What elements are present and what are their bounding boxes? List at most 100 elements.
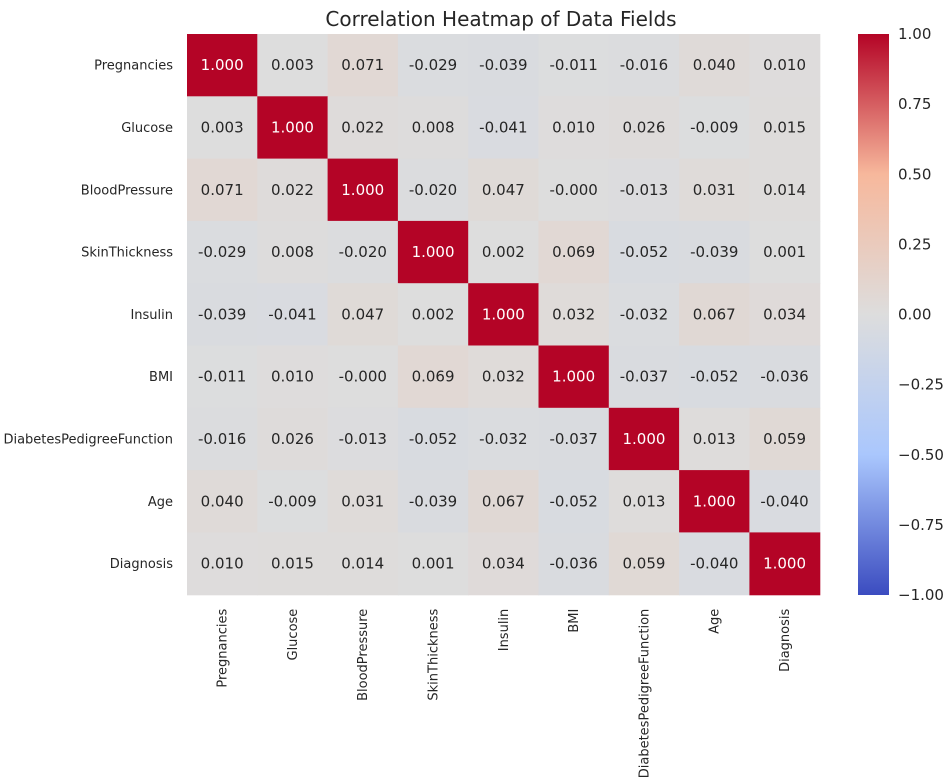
heatmap-cell bbox=[187, 96, 258, 160]
cell-value-label: -0.029 bbox=[409, 56, 457, 74]
colorbar-tick-label: −0.25 bbox=[898, 376, 944, 394]
heatmap-cell bbox=[538, 220, 610, 284]
heatmap-cells: 1.000 0.003 0.071 -0.029 -0.039 -0.011 -0.016 0… bbox=[187, 34, 821, 596]
heatmap-cell bbox=[538, 34, 610, 97]
heatmap-cell bbox=[749, 34, 821, 97]
heatmap-cell bbox=[749, 532, 821, 596]
x-tick-label: DiabetesPedigreeFunction bbox=[637, 609, 652, 779]
heatmap-cell bbox=[749, 470, 821, 533]
heatmap-cell bbox=[257, 283, 329, 347]
colorbar-tick-label: 0.50 bbox=[898, 165, 931, 183]
x-tick-label: SkinThickness bbox=[427, 608, 442, 700]
heatmap-cell bbox=[608, 532, 680, 596]
heatmap-cell bbox=[327, 345, 399, 409]
cell-value-label: -0.036 bbox=[549, 555, 597, 573]
cell-value-label: 0.010 bbox=[763, 56, 806, 74]
heatmap-cell bbox=[327, 407, 399, 471]
heatmap-cell bbox=[608, 158, 680, 222]
cell-value-label: 0.059 bbox=[763, 430, 806, 448]
heatmap-cell bbox=[397, 220, 469, 284]
heatmap-cell bbox=[187, 220, 258, 284]
cell-value-label: -0.052 bbox=[620, 243, 668, 261]
cell-value-label: -0.037 bbox=[549, 430, 597, 448]
cell-value-label: 0.069 bbox=[552, 243, 595, 261]
x-tick-label: BloodPressure bbox=[356, 609, 371, 701]
heatmap-cell bbox=[538, 470, 610, 533]
heatmap-cell bbox=[749, 158, 821, 222]
cell-value-label: 0.002 bbox=[482, 243, 525, 261]
heatmap-cell bbox=[608, 345, 680, 409]
cell-value-label: -0.052 bbox=[409, 430, 457, 448]
heatmap-cell bbox=[538, 532, 610, 596]
cell-value-label: 1.000 bbox=[201, 56, 244, 74]
heatmap-cell bbox=[749, 220, 821, 284]
cell-value-label: 0.067 bbox=[482, 492, 525, 510]
colorbar-tick-label: 0.75 bbox=[898, 95, 931, 113]
heatmap-cell bbox=[257, 470, 329, 533]
cell-value-label: -0.009 bbox=[268, 492, 316, 510]
cell-value-label: 0.047 bbox=[482, 181, 525, 199]
colorbar-tick-label: −1.00 bbox=[898, 586, 944, 604]
cell-value-label: 0.069 bbox=[412, 368, 455, 386]
cell-value-label: 0.031 bbox=[693, 181, 736, 199]
cell-value-label: -0.013 bbox=[339, 430, 387, 448]
cell-value-label: -0.013 bbox=[620, 181, 668, 199]
heatmap-cell bbox=[749, 407, 821, 471]
heatmap-cell bbox=[679, 220, 750, 284]
cell-value-label: -0.000 bbox=[339, 368, 387, 386]
cell-value-label: -0.011 bbox=[198, 368, 246, 386]
heatmap-cell bbox=[679, 470, 750, 533]
y-tick-label: SkinThickness bbox=[81, 246, 173, 261]
cell-value-label: 1.000 bbox=[552, 368, 595, 386]
cell-value-label: -0.039 bbox=[198, 305, 246, 323]
cell-value-label: -0.036 bbox=[760, 368, 808, 386]
x-tick-label: BMI bbox=[567, 609, 582, 633]
cell-value-label: -0.009 bbox=[690, 118, 738, 136]
heatmap-cell bbox=[468, 345, 540, 409]
cell-value-label: 0.008 bbox=[271, 243, 314, 261]
heatmap-cell bbox=[468, 34, 540, 97]
heatmap-cell bbox=[327, 96, 399, 160]
cell-value-label: 1.000 bbox=[412, 243, 455, 261]
cell-value-label: 0.026 bbox=[271, 430, 314, 448]
heatmap-cell bbox=[257, 532, 329, 596]
heatmap-cell bbox=[538, 345, 610, 409]
heatmap-cell bbox=[257, 96, 329, 160]
heatmap-cell bbox=[327, 34, 399, 97]
cell-value-label: 0.047 bbox=[341, 305, 384, 323]
heatmap-cell bbox=[468, 470, 540, 533]
heatmap-cell bbox=[257, 158, 329, 222]
heatmap-cell bbox=[749, 345, 821, 409]
heatmap-cell bbox=[397, 470, 469, 533]
cell-value-label: -0.011 bbox=[549, 56, 597, 74]
cell-value-label: 1.000 bbox=[622, 430, 665, 448]
cell-value-label: 0.008 bbox=[412, 118, 455, 136]
heatmap-cell bbox=[187, 470, 258, 533]
heatmap-cell bbox=[257, 220, 329, 284]
cell-value-label: -0.000 bbox=[549, 181, 597, 199]
heatmap-cell bbox=[468, 220, 540, 284]
cell-value-label: 0.032 bbox=[552, 305, 595, 323]
x-tick-label: Glucose bbox=[286, 609, 301, 661]
heatmap-cell bbox=[468, 407, 540, 471]
y-tick-label: BMI bbox=[149, 370, 173, 385]
x-tick-label: Diagnosis bbox=[778, 608, 793, 671]
y-tick-label: DiabetesPedigreeFunction bbox=[3, 432, 173, 447]
heatmap-cell bbox=[679, 34, 750, 97]
heatmap-cell bbox=[608, 96, 680, 160]
heatmap-cell bbox=[749, 96, 821, 160]
cell-value-label: 0.022 bbox=[271, 181, 314, 199]
cell-value-label: 0.013 bbox=[693, 430, 736, 448]
cell-value-label: 0.010 bbox=[271, 368, 314, 386]
cell-value-label: 0.067 bbox=[693, 305, 736, 323]
heatmap-cell bbox=[538, 96, 610, 160]
y-tick-label: BloodPressure bbox=[81, 183, 173, 198]
cell-value-label: 0.071 bbox=[201, 181, 244, 199]
heatmap-cell bbox=[187, 283, 258, 347]
cell-value-label: 1.000 bbox=[482, 305, 525, 323]
heatmap-cell bbox=[187, 532, 258, 596]
heatmap-cell bbox=[538, 407, 610, 471]
y-tick-label: Diagnosis bbox=[110, 557, 173, 572]
colorbar-tick-label: −0.50 bbox=[898, 446, 944, 464]
